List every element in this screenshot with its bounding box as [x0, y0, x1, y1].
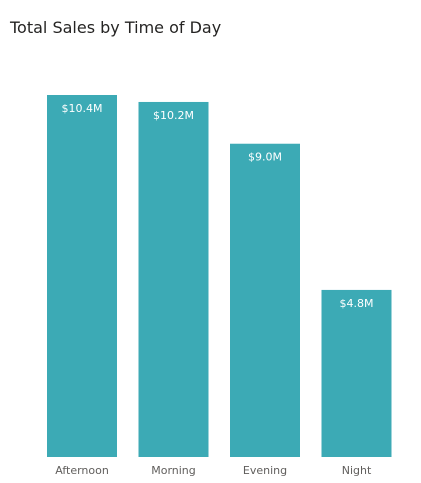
x-tick-label-night: Night [342, 464, 372, 477]
bar-night[interactable] [321, 289, 392, 457]
x-tick-label-afternoon: Afternoon [55, 464, 109, 477]
chart-title: Total Sales by Time of Day [10, 18, 222, 37]
bar-afternoon[interactable] [47, 95, 117, 457]
data-label-afternoon: $10.4M [62, 102, 103, 115]
bar-evening[interactable] [230, 143, 300, 457]
bar-morning[interactable] [138, 101, 209, 457]
x-tick-label-evening: Evening [243, 464, 287, 477]
data-label-morning: $10.2M [153, 109, 194, 122]
data-label-night: $4.8M [340, 297, 374, 310]
data-label-evening: $9.0M [248, 151, 282, 164]
x-tick-label-morning: Morning [151, 464, 196, 477]
